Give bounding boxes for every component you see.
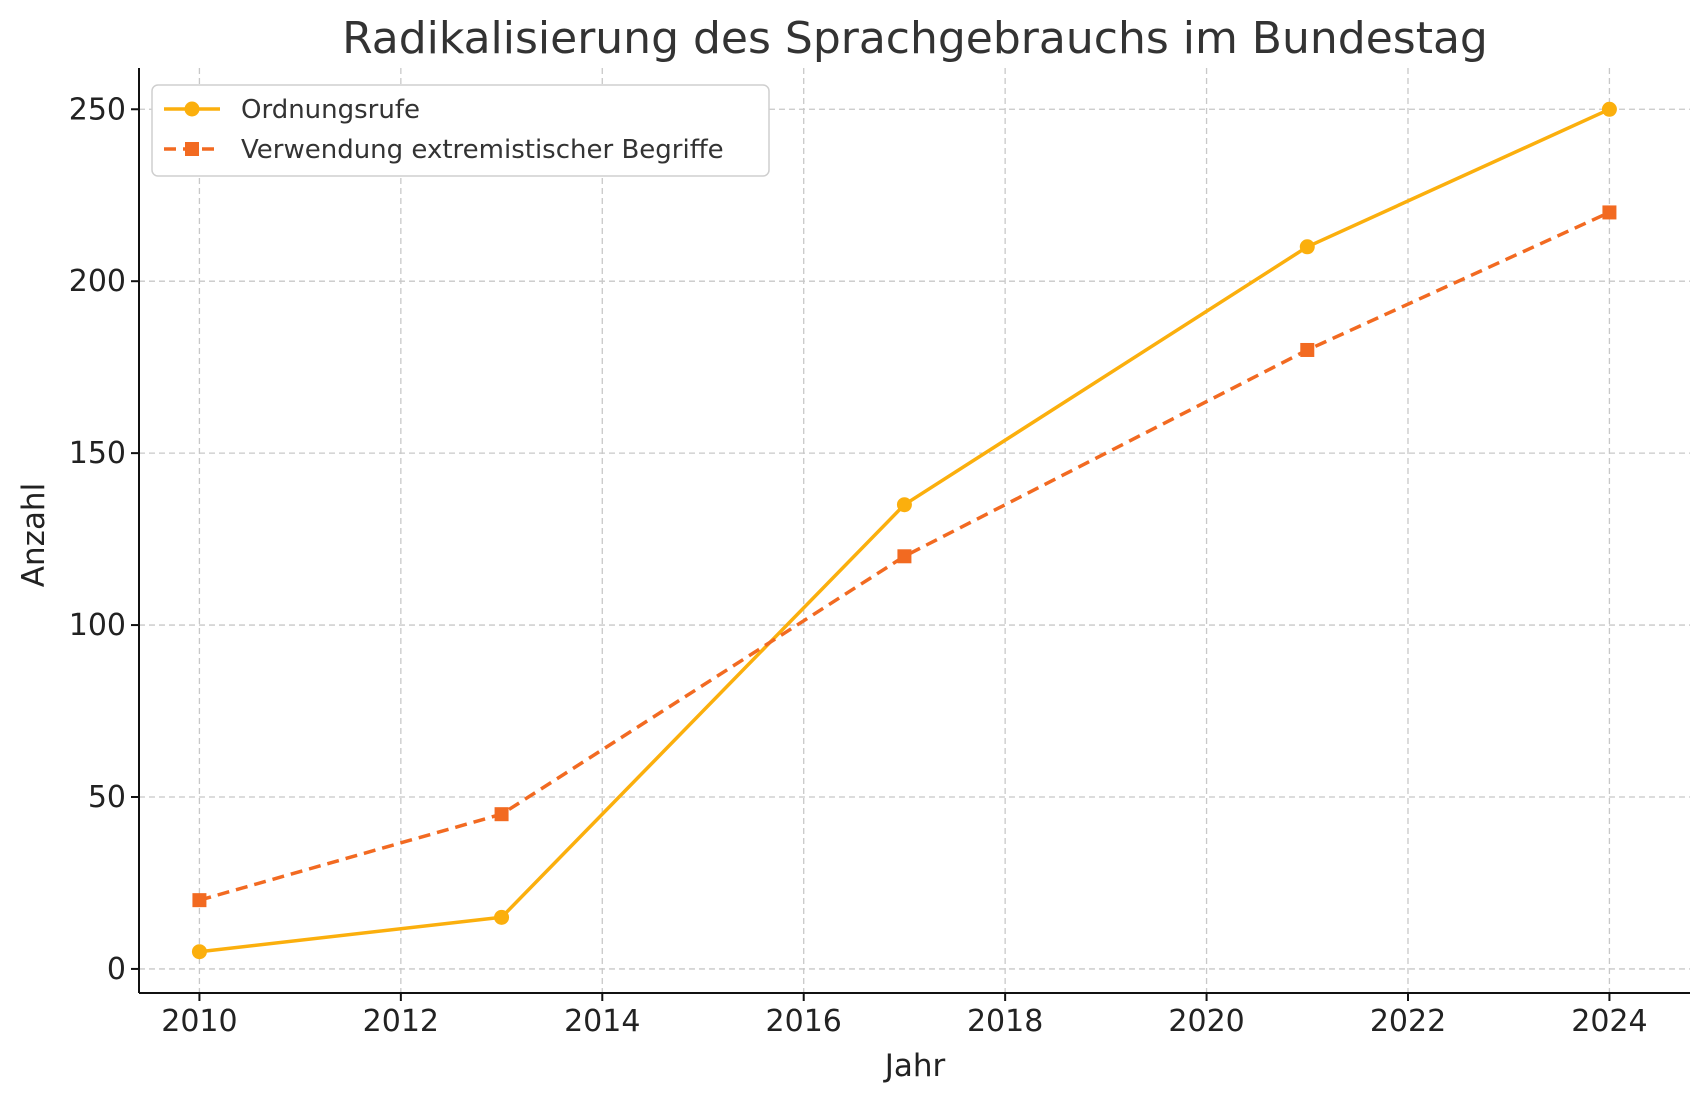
x-tick-label: 2024	[1571, 1004, 1647, 1039]
data-point-series-1	[191, 944, 207, 960]
data-point-series-2	[1300, 342, 1315, 357]
data-point-series-2	[897, 549, 912, 564]
legend-box	[151, 84, 770, 177]
x-tick-label: 2016	[766, 1004, 842, 1039]
x-tick-label: 2014	[564, 1004, 640, 1039]
x-tick-label: 2020	[1168, 1004, 1244, 1039]
series-group	[191, 101, 1617, 960]
x-tick-label: 2012	[363, 1004, 439, 1039]
y-tick-label: 250	[69, 92, 126, 127]
chart-title: Radikalisierung des Sprachgebrauchs im B…	[342, 13, 1488, 64]
x-tick-label: 2022	[1370, 1004, 1446, 1039]
grid	[139, 68, 1690, 993]
data-point-series-1	[896, 497, 912, 513]
y-tick-label: 200	[69, 264, 126, 299]
legend-items: Ordnungsrufe Verwendung extremistischer B…	[164, 95, 724, 165]
legend-marker-1	[184, 101, 200, 117]
series-line-2	[198, 210, 1611, 902]
data-point-series-2	[494, 807, 509, 822]
legend-marker-2	[185, 142, 199, 156]
y-tick-label: 50	[88, 780, 126, 815]
data-point-series-1	[494, 909, 510, 925]
data-point-series-1	[1299, 239, 1315, 255]
y-tick-label: 150	[69, 436, 126, 471]
x-tick-label: 2010	[161, 1004, 237, 1039]
legend-label-1: Ordnungsrufe	[241, 95, 420, 125]
x-tick-label: 2018	[967, 1004, 1043, 1039]
x-axis-label: Jahr	[883, 1048, 946, 1084]
legend: Ordnungsrufe Verwendung extremistischer B…	[151, 84, 770, 177]
data-point-series-2	[1602, 205, 1617, 220]
y-axis-label: Anzahl	[16, 483, 52, 587]
legend-label-2: Verwendung extremistischer Begriffe	[241, 135, 724, 165]
data-point-series-1	[1601, 101, 1617, 117]
y-tick-label: 0	[107, 952, 126, 987]
axes: 2010 2012 2014 2016 2018 2020 2022 2024 0 50 100 15…	[69, 68, 1690, 1039]
data-point-series-2	[192, 893, 207, 908]
y-tick-label: 100	[69, 608, 126, 643]
